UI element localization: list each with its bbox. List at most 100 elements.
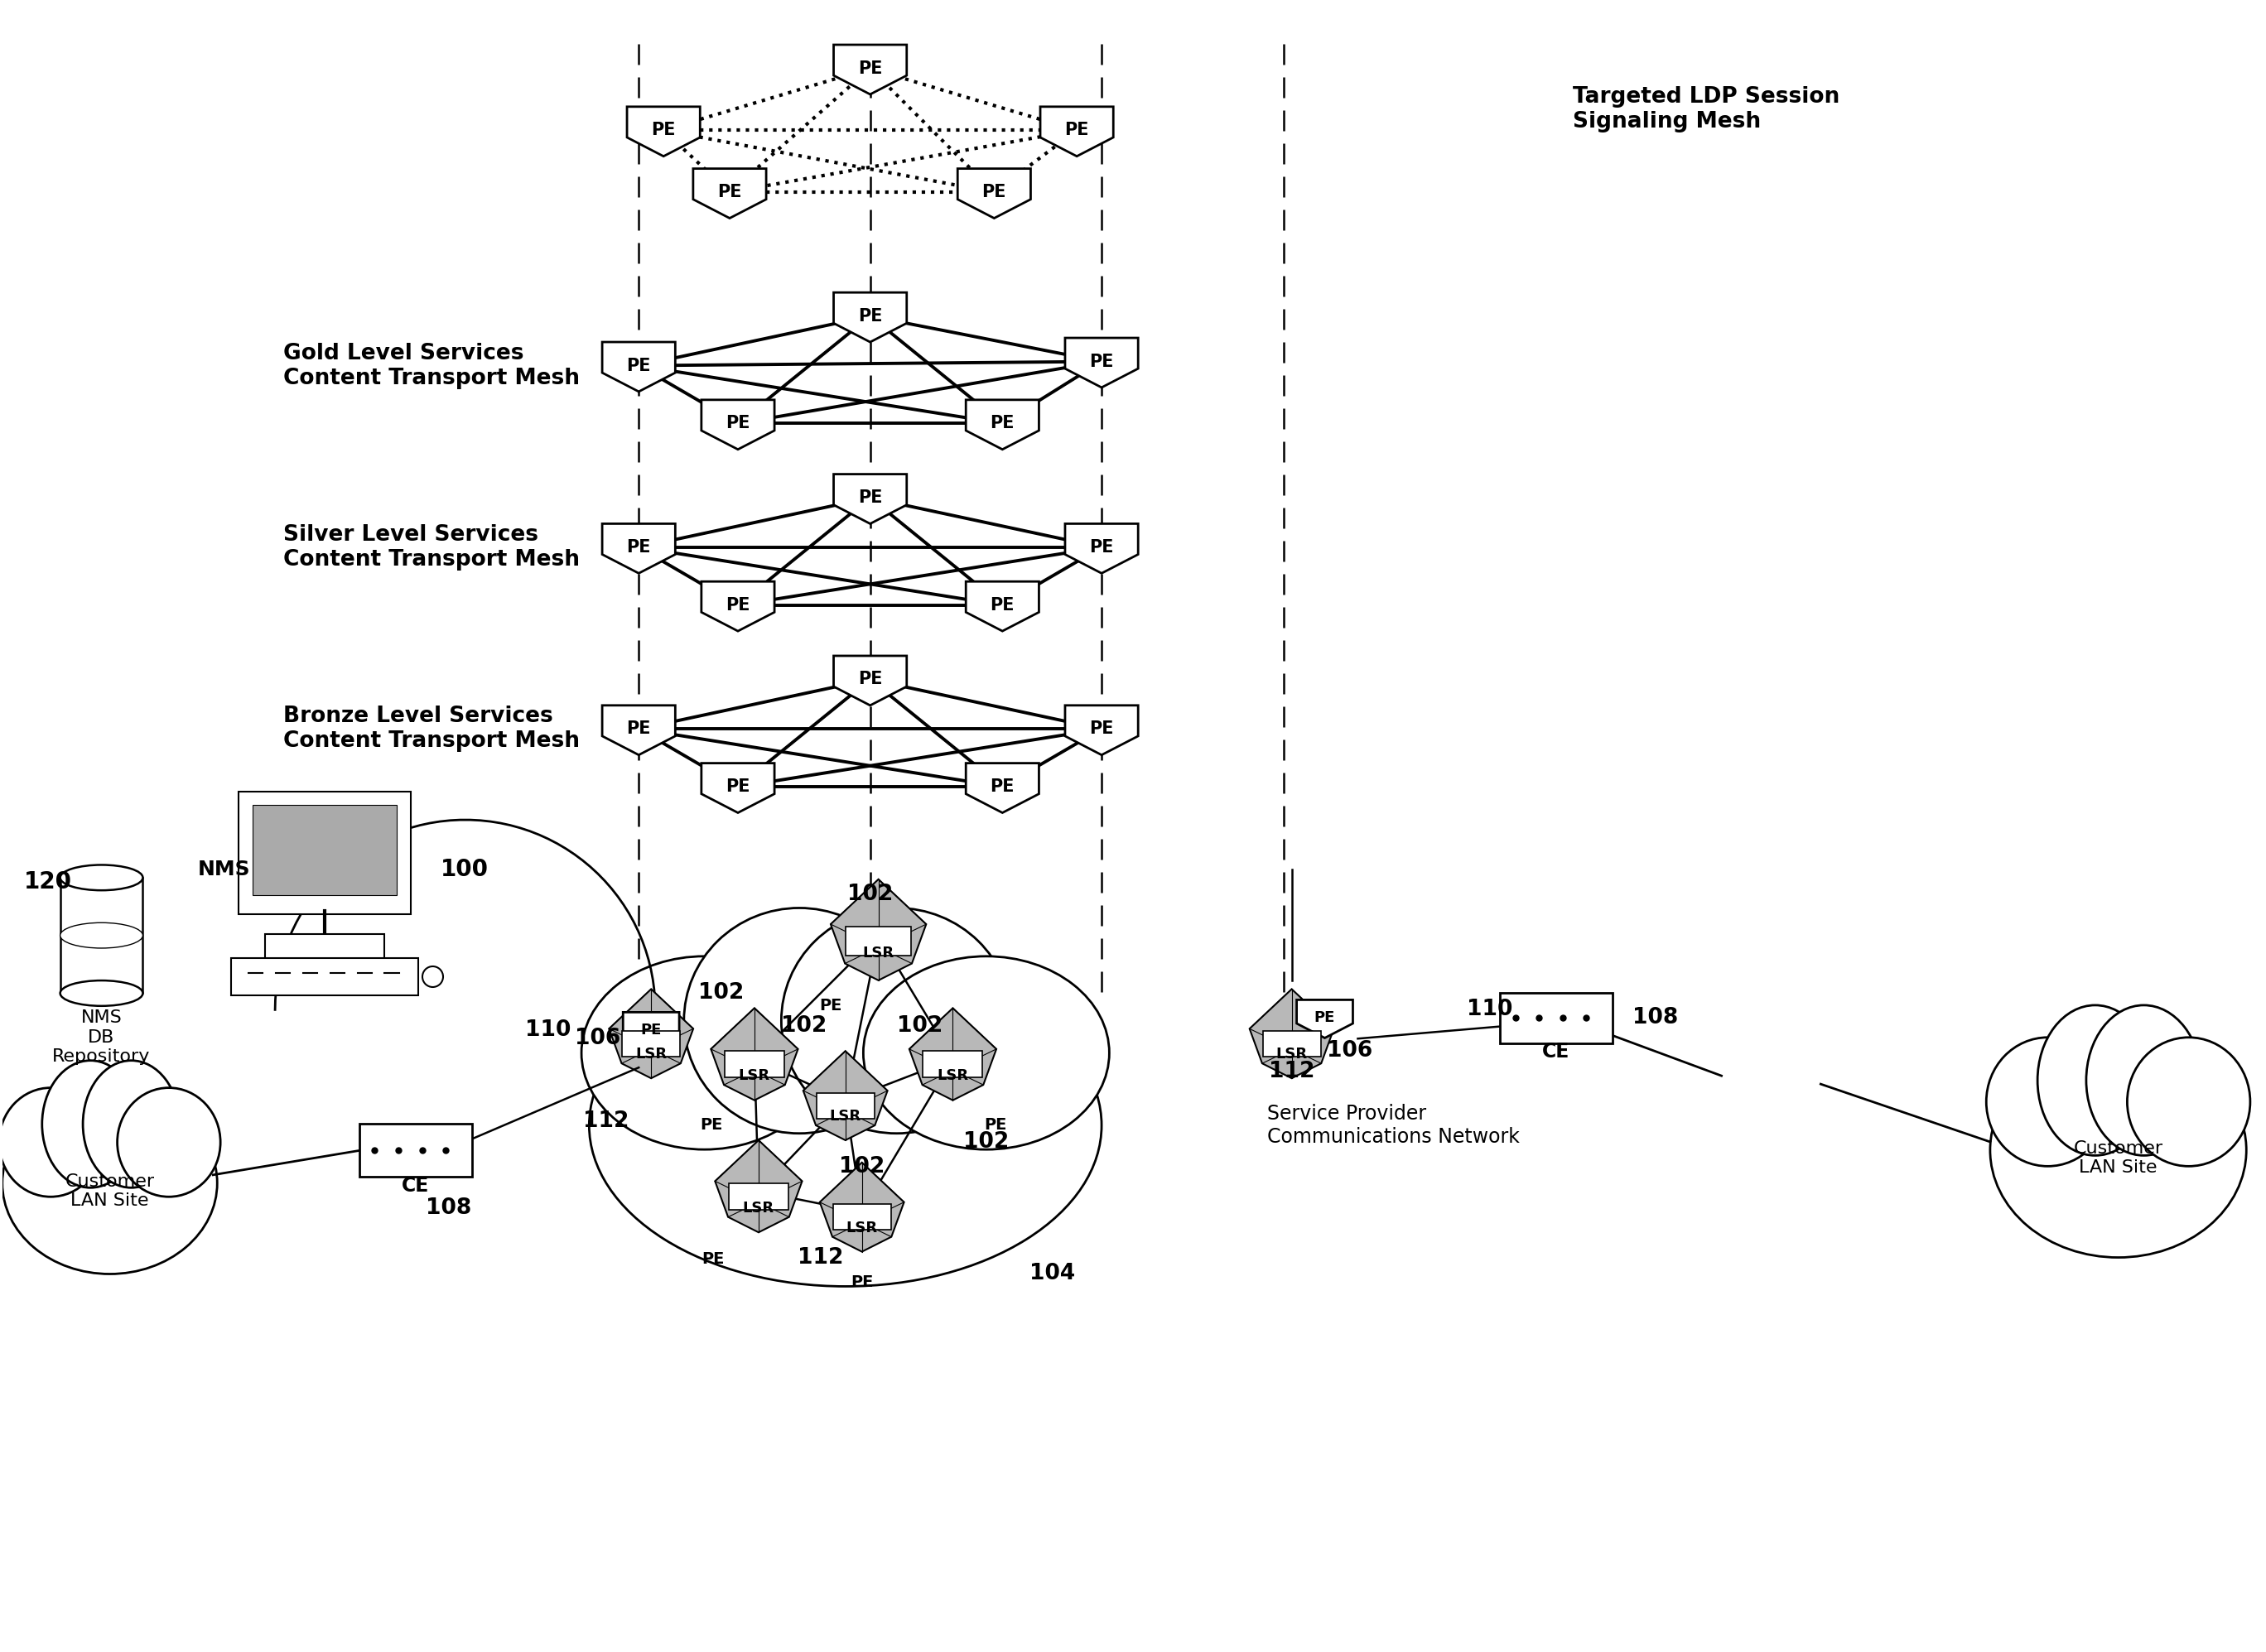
Text: NMS
DB
Repository: NMS DB Repository: [52, 1009, 150, 1066]
Polygon shape: [1065, 339, 1138, 388]
Text: 102: 102: [782, 1016, 827, 1037]
Text: LSR: LSR: [863, 947, 895, 961]
Text: Gold Level Services
Content Transport Mesh: Gold Level Services Content Transport Me…: [283, 342, 580, 388]
Text: PE: PE: [859, 671, 881, 687]
Ellipse shape: [863, 957, 1110, 1150]
FancyBboxPatch shape: [254, 805, 397, 895]
Text: LSR: LSR: [938, 1069, 968, 1084]
FancyBboxPatch shape: [238, 791, 410, 914]
FancyBboxPatch shape: [816, 1092, 875, 1118]
Text: PE: PE: [625, 539, 650, 555]
Text: Customer
LAN Site: Customer LAN Site: [2073, 1140, 2164, 1176]
Polygon shape: [628, 107, 700, 157]
Text: LSR: LSR: [739, 1069, 770, 1084]
Ellipse shape: [582, 957, 827, 1150]
Text: PE: PE: [850, 1274, 872, 1290]
Polygon shape: [834, 292, 906, 342]
Polygon shape: [693, 169, 766, 218]
Polygon shape: [1065, 705, 1138, 755]
Text: 102: 102: [847, 884, 893, 905]
Text: 112: 112: [798, 1247, 843, 1269]
Polygon shape: [702, 763, 775, 813]
Polygon shape: [603, 342, 675, 392]
FancyBboxPatch shape: [231, 958, 417, 996]
Text: 102: 102: [698, 983, 743, 1004]
Ellipse shape: [43, 1061, 138, 1188]
Polygon shape: [603, 524, 675, 573]
FancyBboxPatch shape: [834, 1204, 891, 1229]
Polygon shape: [716, 1140, 802, 1232]
Text: 102: 102: [838, 1156, 884, 1178]
Polygon shape: [1040, 107, 1113, 157]
Polygon shape: [1249, 990, 1335, 1079]
Text: PE: PE: [1090, 354, 1115, 370]
Text: PE: PE: [650, 122, 675, 139]
Text: PE: PE: [990, 778, 1015, 795]
Polygon shape: [834, 474, 906, 524]
Text: PE: PE: [725, 778, 750, 795]
Text: LSR: LSR: [845, 1221, 877, 1236]
Text: CE: CE: [401, 1176, 428, 1196]
Text: LSR: LSR: [1276, 1047, 1307, 1062]
Polygon shape: [1296, 999, 1353, 1037]
Text: PE: PE: [990, 596, 1015, 613]
Polygon shape: [832, 879, 927, 980]
Text: 120: 120: [23, 871, 73, 894]
Text: PE: PE: [625, 357, 650, 373]
FancyBboxPatch shape: [360, 1123, 471, 1176]
Text: PE: PE: [1090, 539, 1115, 555]
Ellipse shape: [61, 866, 143, 890]
Text: 110: 110: [1466, 999, 1514, 1021]
Polygon shape: [959, 169, 1031, 218]
Text: PE: PE: [641, 1023, 662, 1037]
Ellipse shape: [589, 965, 1101, 1287]
Ellipse shape: [61, 981, 143, 1006]
Text: PE: PE: [625, 720, 650, 737]
Text: PE: PE: [1090, 720, 1115, 737]
Text: 108: 108: [426, 1198, 471, 1219]
Text: PE: PE: [702, 1251, 725, 1267]
Text: Bronze Level Services
Content Transport Mesh: Bronze Level Services Content Transport …: [283, 705, 580, 752]
Ellipse shape: [1990, 1042, 2246, 1257]
Polygon shape: [965, 763, 1038, 813]
Ellipse shape: [0, 1087, 102, 1196]
Text: 102: 102: [897, 1016, 943, 1037]
Text: CE: CE: [1543, 1042, 1570, 1062]
Text: 108: 108: [1632, 1008, 1679, 1029]
Text: NMS: NMS: [197, 859, 249, 879]
Text: PE: PE: [1314, 1011, 1335, 1026]
Polygon shape: [610, 990, 693, 1079]
Text: 112: 112: [1269, 1061, 1314, 1082]
Polygon shape: [702, 582, 775, 631]
Text: PE: PE: [818, 998, 843, 1013]
FancyBboxPatch shape: [730, 1183, 789, 1209]
Text: 104: 104: [1029, 1264, 1074, 1285]
Text: PE: PE: [725, 415, 750, 431]
Text: PE: PE: [718, 183, 741, 200]
Polygon shape: [603, 705, 675, 755]
FancyBboxPatch shape: [265, 933, 385, 961]
FancyBboxPatch shape: [725, 1051, 784, 1077]
Text: 110: 110: [526, 1019, 571, 1041]
Text: LSR: LSR: [829, 1108, 861, 1123]
Ellipse shape: [61, 923, 143, 948]
Text: 106: 106: [576, 1028, 621, 1049]
Text: 106: 106: [1326, 1041, 1373, 1062]
Bar: [61, 877, 143, 993]
Polygon shape: [965, 400, 1038, 449]
Text: PE: PE: [983, 1117, 1006, 1133]
Text: PE: PE: [981, 183, 1006, 200]
Ellipse shape: [782, 909, 1013, 1133]
Text: PE: PE: [990, 415, 1015, 431]
Text: PE: PE: [859, 307, 881, 324]
FancyBboxPatch shape: [1500, 993, 1613, 1042]
Text: PE: PE: [859, 59, 881, 76]
Polygon shape: [820, 1163, 904, 1252]
Ellipse shape: [118, 1087, 220, 1196]
Ellipse shape: [2087, 1004, 2203, 1155]
Text: LSR: LSR: [634, 1047, 666, 1062]
FancyBboxPatch shape: [1262, 1031, 1321, 1056]
Ellipse shape: [84, 1061, 179, 1188]
Polygon shape: [1065, 524, 1138, 573]
Polygon shape: [834, 45, 906, 94]
